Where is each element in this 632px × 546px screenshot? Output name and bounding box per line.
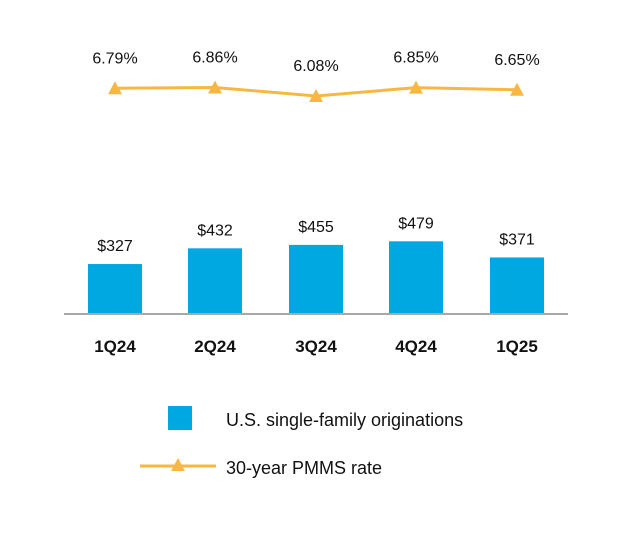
rate-line-series <box>108 80 524 102</box>
bar-series <box>88 241 544 313</box>
legend: U.S. single-family originations 30-year … <box>140 406 463 478</box>
rate-marker-1Q24 <box>108 81 122 95</box>
rate-label-1Q24: 6.79% <box>92 50 137 67</box>
legend-line-label: 30-year PMMS rate <box>226 458 382 478</box>
x-tick-label-1Q24: 1Q24 <box>94 337 136 356</box>
bar-value-label-1Q25: $371 <box>499 231 535 248</box>
rate-label-4Q24: 6.85% <box>393 50 438 67</box>
x-tick-label-3Q24: 3Q24 <box>295 337 337 356</box>
rate-marker-4Q24 <box>409 80 423 94</box>
rate-value-labels: 6.79% 6.86% 6.08% 6.85% 6.65% <box>92 50 539 76</box>
rate-label-3Q24: 6.08% <box>293 58 338 75</box>
x-tick-label-4Q24: 4Q24 <box>395 337 437 356</box>
rate-marker-3Q24 <box>309 89 323 102</box>
rate-marker-1Q25 <box>510 82 524 96</box>
legend-bar-label: U.S. single-family originations <box>226 410 463 430</box>
bar-value-label-4Q24: $479 <box>398 215 434 232</box>
bar-3Q24 <box>289 244 343 313</box>
bar-value-label-1Q24: $327 <box>97 238 133 255</box>
legend-triangle-marker <box>171 458 185 471</box>
bar-1Q25 <box>490 257 544 313</box>
legend-bar-swatch <box>168 406 192 430</box>
rate-label-1Q25: 6.65% <box>494 52 539 69</box>
bar-4Q24 <box>389 241 443 313</box>
rate-label-2Q24: 6.86% <box>192 50 237 67</box>
bar-2Q24 <box>188 248 242 313</box>
bar-value-label-2Q24: $432 <box>197 222 233 239</box>
x-axis-tick-labels: 1Q24 2Q24 3Q24 4Q24 1Q25 <box>94 337 538 356</box>
bar-1Q24 <box>88 264 142 313</box>
bar-value-label-3Q24: $455 <box>298 219 334 236</box>
x-tick-label-1Q25: 1Q25 <box>496 337 538 356</box>
x-tick-label-2Q24: 2Q24 <box>194 337 236 356</box>
rate-marker-2Q24 <box>208 80 222 94</box>
bar-value-labels: $327 $432 $455 $479 $371 <box>97 215 535 255</box>
